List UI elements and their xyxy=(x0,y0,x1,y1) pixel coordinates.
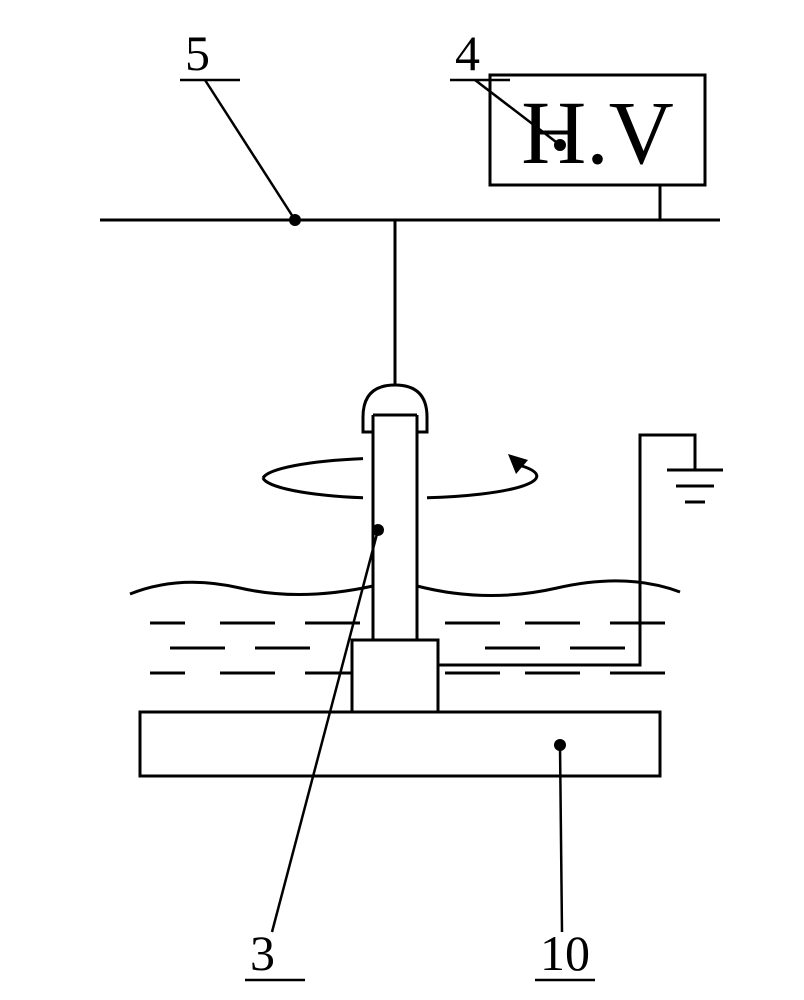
rotation-arrowhead-icon xyxy=(508,454,528,474)
schematic-diagram: H.V54310 xyxy=(0,0,804,1000)
callout-dot-icon xyxy=(554,739,566,751)
callout-dot-icon xyxy=(372,524,384,536)
liquid-surface-left xyxy=(130,582,373,594)
callout-label: 3 xyxy=(250,925,275,981)
callout-dot-icon xyxy=(289,214,301,226)
callout-label: 10 xyxy=(540,925,590,981)
rotation-arc xyxy=(263,478,363,498)
callout-dot-icon xyxy=(554,139,566,151)
callout-label: 5 xyxy=(185,25,210,81)
ground-lead xyxy=(438,435,695,665)
callout-label: 4 xyxy=(455,25,480,81)
callout-leader xyxy=(205,80,295,220)
platform xyxy=(140,712,660,776)
holder-block xyxy=(352,640,438,712)
